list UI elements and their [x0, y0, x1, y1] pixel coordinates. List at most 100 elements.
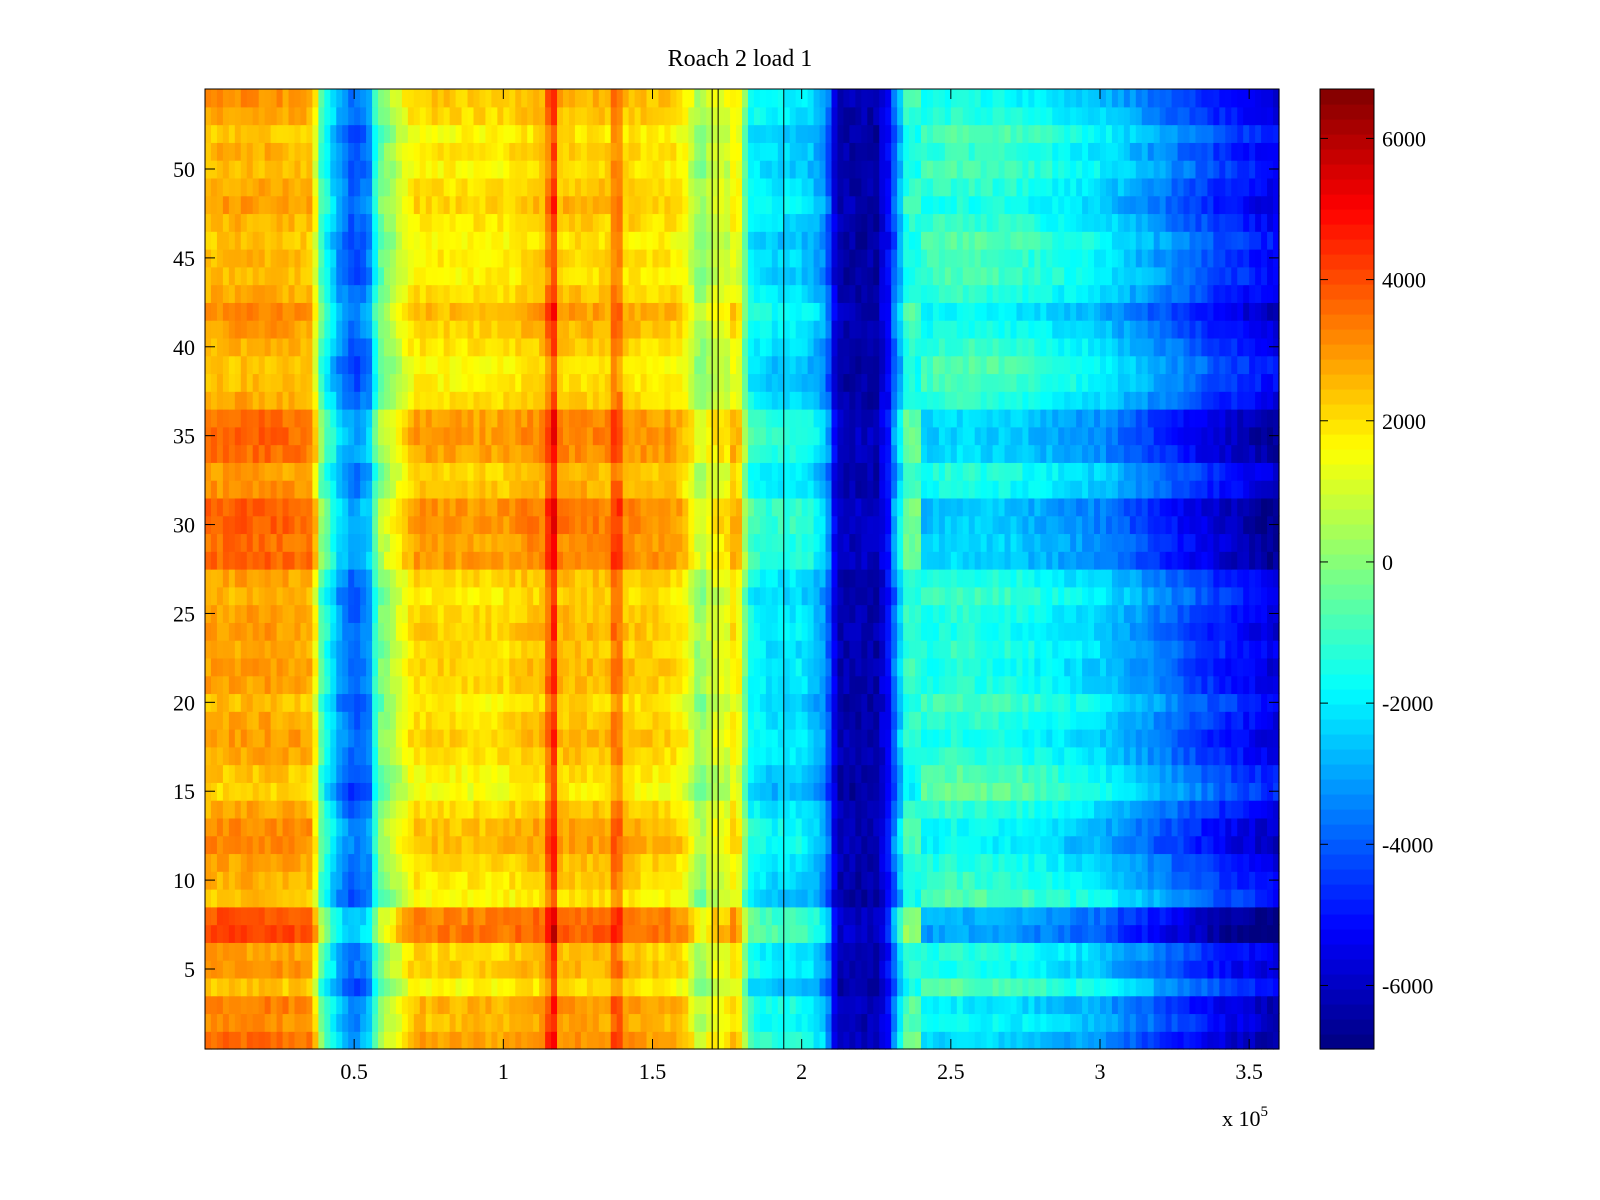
heat-cell [944, 906, 952, 926]
heat-cell [1165, 782, 1173, 801]
heat-cell [276, 640, 284, 659]
heat-cell [980, 551, 988, 570]
heat-cell [1052, 853, 1059, 872]
heat-cell [1261, 569, 1268, 588]
heat-cell [568, 622, 576, 641]
heat-cell [449, 640, 457, 659]
heat-cell [1016, 604, 1024, 623]
heat-cell [962, 746, 970, 766]
heat-cell [849, 924, 856, 943]
heat-cell [825, 995, 833, 1015]
heat-cell [300, 782, 308, 801]
heat-cell [855, 604, 862, 623]
heat-cell [849, 604, 856, 623]
heat-cell [1064, 853, 1071, 872]
heat-cell [915, 675, 922, 695]
heat-cell [813, 622, 821, 641]
heat-cell [986, 622, 994, 641]
heat-cell [485, 622, 492, 641]
heat-cell [378, 782, 385, 801]
heat-cell [956, 657, 964, 677]
heat-cell [1004, 942, 1012, 961]
heat-cell [771, 746, 779, 766]
heat-cell [1165, 871, 1173, 890]
heat-cell [974, 551, 982, 570]
heat-cell [1219, 1013, 1226, 1032]
heat-cell [1135, 800, 1143, 819]
heat-cell [861, 693, 868, 712]
heat-cell [515, 782, 522, 801]
heat-cell [1195, 640, 1203, 659]
heat-cell [843, 889, 850, 908]
heat-cell [1100, 782, 1107, 801]
heat-cell [777, 729, 785, 748]
heat-cell [1141, 995, 1149, 1015]
heat-cell [1135, 604, 1143, 623]
heat-cell [348, 693, 355, 712]
heat-cell [330, 835, 337, 855]
heat-cell [294, 640, 302, 659]
heat-cell [1243, 871, 1250, 890]
heat-cell [670, 800, 677, 819]
heat-cell [1058, 960, 1065, 979]
heat-cell [1117, 800, 1125, 819]
heat-cell [252, 835, 260, 855]
heat-cell [210, 586, 218, 606]
heat-cell [867, 960, 874, 979]
heat-cell [1213, 1031, 1220, 1050]
heat-cell [718, 906, 725, 926]
heat-cell [598, 657, 606, 677]
heat-cell [783, 711, 791, 730]
heat-cell [628, 835, 636, 855]
heat-cell [384, 782, 391, 801]
heat-cell [777, 657, 785, 677]
heat-cell [300, 977, 308, 997]
heat-cell [658, 924, 666, 943]
heat-cell [1189, 924, 1197, 943]
heat-cell [300, 817, 308, 837]
heat-cell [210, 995, 218, 1015]
heat-cell [384, 569, 391, 588]
heat-cell [479, 551, 487, 570]
heat-cell [903, 906, 910, 926]
heat-cell [551, 1031, 558, 1050]
heat-cell [431, 853, 439, 872]
heat-cell [879, 729, 886, 748]
heat-cell [700, 835, 707, 855]
heat-cell [1105, 569, 1113, 588]
heat-cell [425, 977, 433, 997]
heat-cell [1123, 657, 1131, 677]
heat-cell [580, 942, 588, 961]
heat-cell [1231, 995, 1238, 1015]
heat-cell [276, 586, 284, 606]
heat-cell [867, 1013, 874, 1032]
heat-cell [1183, 782, 1191, 801]
heat-cell [1094, 817, 1101, 837]
heat-cell [634, 551, 642, 570]
heat-cell [944, 569, 952, 588]
heat-cell [509, 942, 516, 961]
heat-cell [539, 977, 546, 997]
heat-cell [1147, 924, 1155, 943]
heat-cell [1123, 675, 1131, 695]
heat-cell [1028, 817, 1035, 837]
heat-cell [1129, 800, 1137, 819]
heat-cell [318, 942, 325, 961]
heat-cell [909, 1031, 916, 1050]
heat-cell [891, 657, 898, 677]
heat-cell [1261, 729, 1268, 748]
heat-cell [616, 853, 624, 872]
heat-cell [867, 604, 874, 623]
heat-cell [897, 675, 904, 695]
heat-cell [539, 622, 546, 641]
heat-cell [759, 853, 767, 872]
heat-cell [1040, 942, 1047, 961]
heat-cell [479, 960, 487, 979]
heat-cell [795, 1013, 803, 1032]
heat-cell [574, 764, 582, 783]
heat-cell [300, 924, 308, 943]
heat-cell [467, 1013, 475, 1032]
heat-cell [682, 693, 689, 712]
heat-cell [855, 640, 862, 659]
heat-cell [1004, 960, 1012, 979]
